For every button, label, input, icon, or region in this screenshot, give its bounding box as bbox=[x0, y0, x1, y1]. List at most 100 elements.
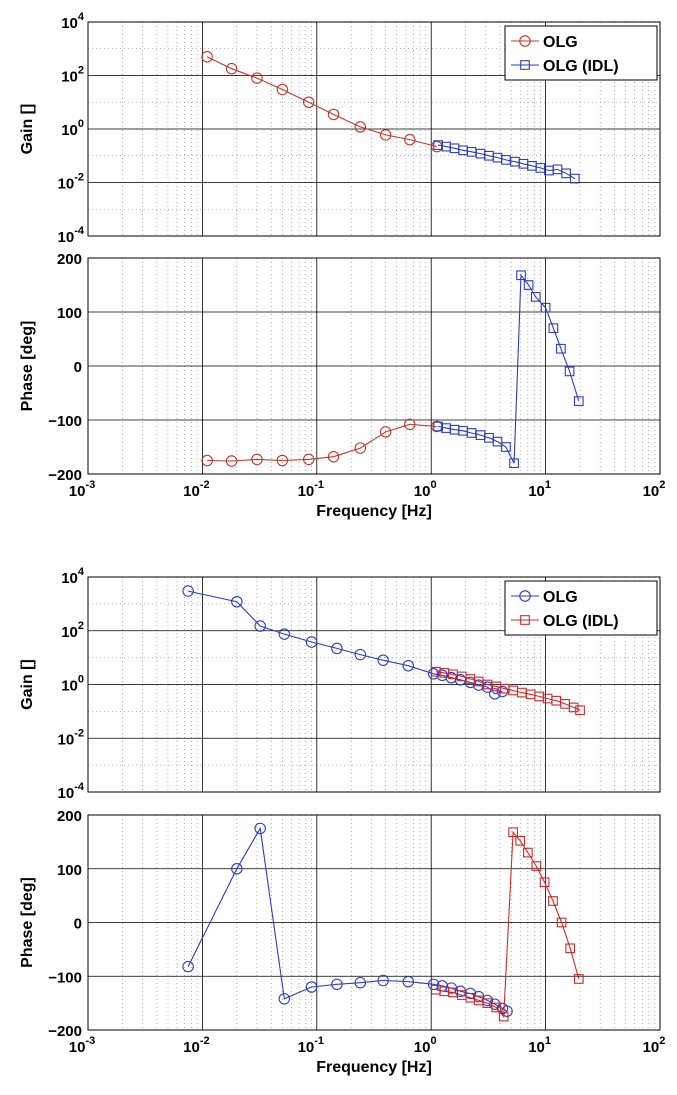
data-point bbox=[231, 862, 243, 875]
y-tick-label: 100 bbox=[61, 674, 84, 695]
data-point bbox=[254, 620, 266, 632]
data-point bbox=[201, 454, 213, 467]
data-point bbox=[481, 994, 494, 1007]
data-point bbox=[489, 688, 501, 700]
data-point bbox=[379, 129, 392, 141]
x-tick-label: 10-1 bbox=[298, 1035, 324, 1056]
y-axis-label: Phase [deg] bbox=[19, 321, 36, 412]
y-tick-label: −200 bbox=[48, 467, 82, 484]
data-point bbox=[427, 668, 440, 680]
x-tick-label: 102 bbox=[643, 479, 666, 500]
y-tick-label: 104 bbox=[61, 566, 85, 587]
y-tick-label: 100 bbox=[57, 305, 82, 322]
series-line-1 bbox=[437, 273, 580, 464]
data-point bbox=[225, 62, 238, 75]
data-point bbox=[548, 323, 559, 334]
data-point bbox=[379, 426, 392, 438]
x-tick-label: 101 bbox=[528, 479, 551, 500]
legend-label: OLG bbox=[543, 34, 578, 51]
y-axis-label: Gain [] bbox=[19, 104, 36, 155]
data-point bbox=[433, 140, 443, 150]
data-point bbox=[354, 648, 367, 661]
data-point bbox=[573, 974, 584, 984]
data-point bbox=[182, 585, 194, 597]
legend: OLG OLG (IDL) bbox=[504, 580, 658, 636]
data-point bbox=[564, 366, 575, 377]
data-point bbox=[354, 976, 367, 989]
data-point bbox=[523, 847, 533, 858]
legend-label: OLG bbox=[543, 589, 578, 606]
y-tick-label: 10-2 bbox=[58, 172, 84, 193]
x-tick-label: 10-1 bbox=[298, 479, 324, 500]
x-tick-label: 10-3 bbox=[69, 1035, 95, 1056]
axes-frame bbox=[87, 814, 661, 1031]
legend-marker bbox=[519, 35, 531, 47]
y-tick-label: 10-4 bbox=[58, 781, 85, 802]
y-tick-label: −100 bbox=[48, 969, 82, 986]
axes-frame bbox=[87, 21, 661, 237]
panel-top-gain: 104 102 100 10-2 10-4 Gain [] OLG OLG (IDL) bbox=[19, 11, 661, 246]
data-point bbox=[523, 280, 534, 290]
data-point bbox=[404, 133, 416, 146]
data-point bbox=[302, 453, 315, 466]
x-tick-label: 101 bbox=[528, 1035, 551, 1056]
data-point bbox=[402, 659, 414, 672]
data-point bbox=[508, 827, 518, 838]
data-point bbox=[327, 108, 340, 121]
data-point bbox=[515, 835, 526, 846]
panel-bottom-gain: 104 102 100 10-2 10-4 Gain [] OLG OLG (IDL) bbox=[19, 566, 661, 802]
data-point bbox=[556, 917, 567, 928]
x-tick-label: 100 bbox=[414, 1035, 437, 1056]
data-point bbox=[464, 676, 477, 689]
y-tick-label: 10-2 bbox=[58, 727, 84, 748]
y-tick-label: 104 bbox=[61, 11, 85, 32]
x-axis-label: Frequency [Hz] bbox=[316, 503, 432, 520]
data-point bbox=[254, 822, 266, 835]
legend-marker bbox=[520, 60, 530, 70]
data-point bbox=[540, 302, 551, 313]
data-point bbox=[568, 702, 579, 713]
data-point bbox=[498, 1011, 509, 1022]
data-point bbox=[539, 877, 550, 888]
y-axis-label: Phase [deg] bbox=[19, 877, 36, 968]
legend-box bbox=[504, 580, 658, 636]
series-group bbox=[182, 585, 585, 716]
data-point bbox=[302, 96, 315, 109]
axes-frame bbox=[87, 257, 661, 475]
data-point bbox=[501, 1005, 513, 1017]
data-point bbox=[276, 83, 289, 96]
series-line-0 bbox=[206, 56, 437, 148]
series-group bbox=[201, 270, 584, 469]
data-point bbox=[402, 975, 414, 988]
x-tick-label: 100 bbox=[414, 479, 437, 500]
series-group bbox=[182, 822, 584, 1022]
data-point bbox=[377, 654, 389, 666]
data-point bbox=[182, 960, 194, 973]
data-point bbox=[251, 72, 263, 84]
data-point bbox=[427, 978, 440, 991]
data-point bbox=[556, 343, 566, 354]
data-point bbox=[354, 442, 367, 454]
y-axis-label: Gain [] bbox=[19, 659, 36, 710]
data-point bbox=[561, 168, 571, 179]
data-point bbox=[573, 396, 584, 406]
data-point bbox=[225, 455, 238, 467]
data-point bbox=[201, 51, 213, 63]
legend: OLG OLG (IDL) bbox=[504, 25, 658, 81]
data-point bbox=[231, 595, 243, 608]
data-point bbox=[433, 421, 443, 432]
data-point bbox=[436, 669, 449, 682]
y-tick-label: 10-4 bbox=[58, 225, 85, 246]
series-line-1 bbox=[435, 830, 580, 1019]
data-point bbox=[404, 418, 416, 431]
y-tick-label: 0 bbox=[74, 916, 82, 933]
x-tick-label: 10-2 bbox=[183, 1035, 209, 1056]
y-tick-label: 102 bbox=[61, 65, 84, 86]
y-tick-label: 0 bbox=[74, 359, 82, 376]
series-line-1 bbox=[437, 144, 576, 180]
data-point bbox=[327, 450, 340, 463]
